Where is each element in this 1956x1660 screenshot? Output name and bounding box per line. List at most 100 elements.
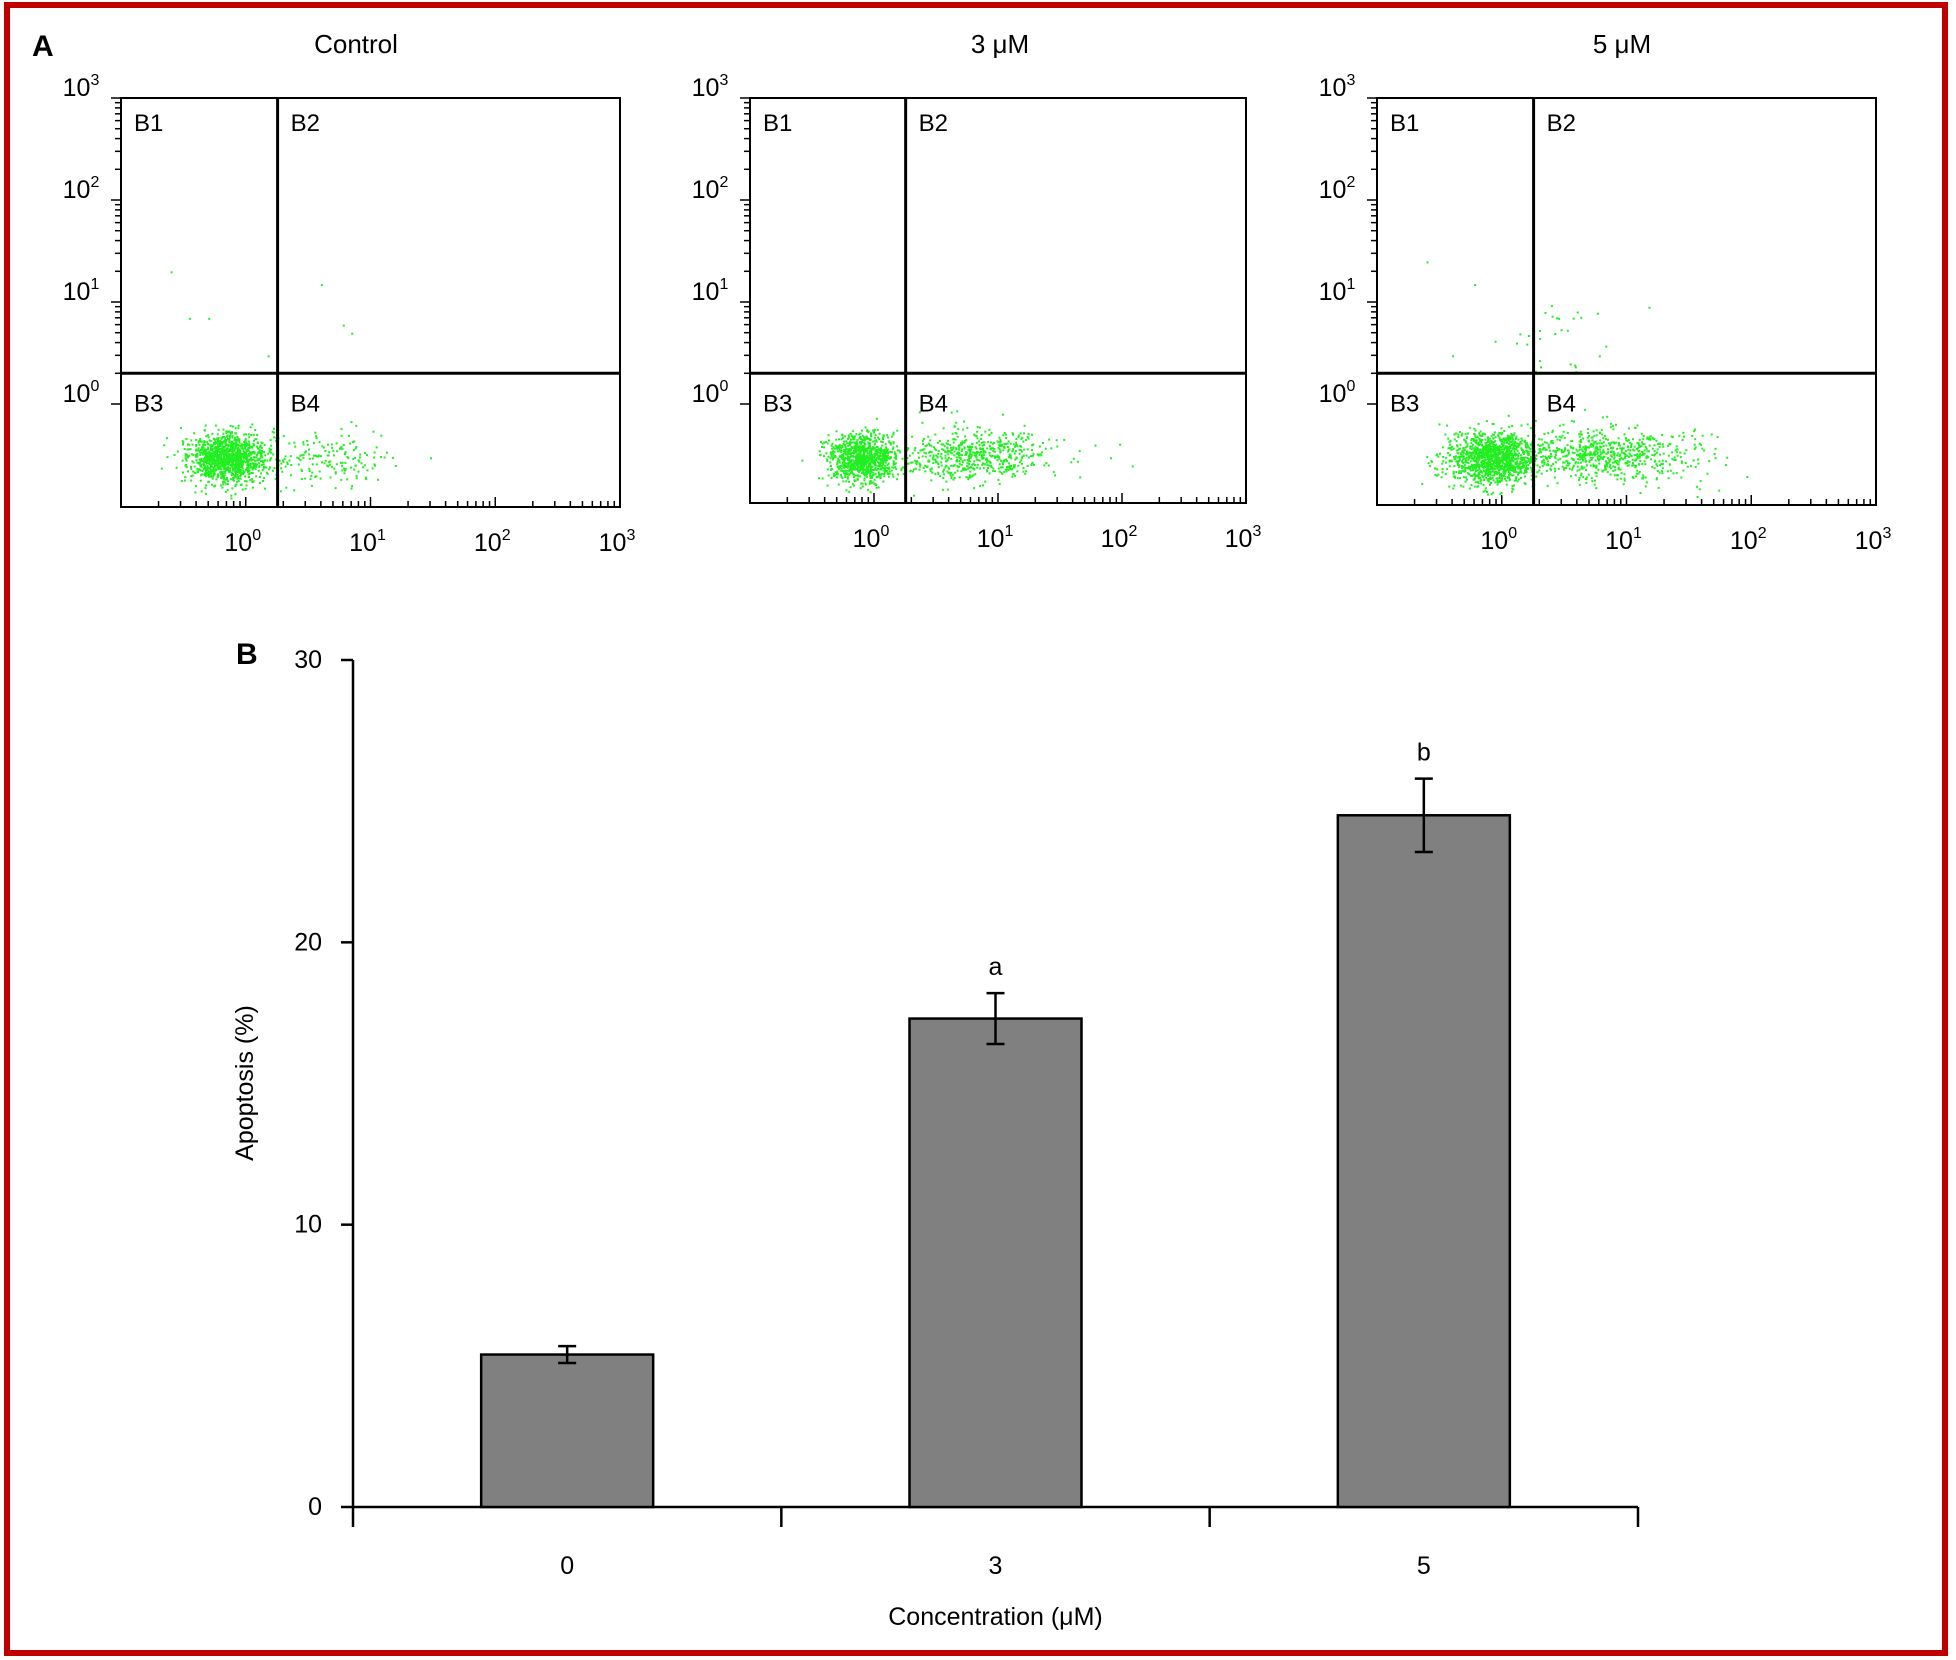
scatter-point <box>315 437 318 439</box>
scatter-point <box>1474 452 1477 455</box>
scatter-point <box>266 459 269 462</box>
scatter-point <box>940 461 943 464</box>
scatter-point <box>965 439 968 441</box>
scatter-point <box>882 449 885 452</box>
scatter-point <box>236 474 239 477</box>
scatter-point <box>222 451 225 454</box>
scatter-point <box>195 438 198 441</box>
scatter-point <box>214 445 217 448</box>
scatter-point <box>199 479 202 482</box>
scatter-point <box>1610 447 1613 449</box>
scatter-point <box>1027 432 1030 435</box>
scatter-point <box>244 445 247 448</box>
scatter-point <box>1611 461 1614 464</box>
scatter-point <box>1498 468 1501 471</box>
scatter-point <box>232 443 235 446</box>
scatter-point <box>199 449 202 451</box>
scatter-point <box>848 464 851 467</box>
scatter-point <box>988 472 991 475</box>
scatter-point <box>283 458 286 460</box>
scatter-point <box>208 471 211 474</box>
scatter-point <box>217 467 220 470</box>
scatter-point <box>256 445 258 448</box>
scatter-point <box>1461 454 1464 457</box>
scatter-point <box>1022 440 1025 443</box>
scatter-point <box>1517 471 1520 474</box>
scatter-point <box>1508 460 1511 462</box>
scatter-point <box>1007 468 1010 471</box>
scatter-point <box>362 466 365 469</box>
scatter-point <box>207 470 210 472</box>
scatter-point <box>1482 476 1485 479</box>
scatter-point <box>1504 457 1507 460</box>
scatter-point <box>848 452 851 455</box>
scatter-point <box>872 459 875 462</box>
scatter-point <box>955 432 958 435</box>
scatter-point <box>1517 443 1520 446</box>
scatter-point <box>930 451 933 454</box>
scatter-point <box>1001 472 1004 475</box>
scatter-point <box>1022 466 1025 469</box>
scatter-point <box>1675 472 1678 475</box>
scatter-point <box>971 451 974 454</box>
scatter-point <box>256 442 259 445</box>
scatter-point <box>290 464 293 466</box>
scatter-point <box>1016 470 1019 473</box>
scatter-point <box>984 458 987 461</box>
scatter-point <box>1521 456 1524 459</box>
scatter-point <box>862 469 865 472</box>
scatter-point <box>1477 469 1479 472</box>
scatter-point <box>1609 443 1612 445</box>
scatter-point <box>929 439 932 442</box>
scatter-point <box>946 449 949 452</box>
scatter-point <box>997 441 1000 444</box>
scatter-point <box>202 444 205 447</box>
scatter-point <box>971 475 973 478</box>
scatter-point <box>232 454 235 457</box>
scatter-point <box>872 456 875 459</box>
scatter-point <box>1547 432 1550 435</box>
scatter-point <box>1523 469 1526 472</box>
scatter-point <box>366 469 369 472</box>
scatter-point <box>262 466 265 468</box>
scatter-point <box>1584 450 1587 453</box>
scatter-point <box>261 456 264 459</box>
scatter-point <box>280 462 283 465</box>
scatter-point <box>214 442 217 445</box>
scatter-point <box>968 466 971 469</box>
scatter-point <box>998 456 1001 459</box>
scatter-point <box>1002 413 1004 416</box>
scatter-point <box>1547 443 1550 446</box>
scatter-point <box>888 450 891 453</box>
scatter-point <box>1524 456 1527 459</box>
scatter-point <box>1471 457 1474 460</box>
scatter-point <box>234 432 237 435</box>
scatter-point <box>821 446 823 448</box>
scatter-point <box>209 467 212 470</box>
scatter-point <box>1483 474 1486 477</box>
scatter-point <box>1590 436 1593 439</box>
scatter-point <box>843 461 845 464</box>
scatter-point <box>971 463 974 466</box>
scatter-point <box>1537 452 1540 454</box>
scatter-point <box>1474 455 1477 458</box>
scatter-point <box>1546 484 1549 487</box>
scatter-point <box>1500 479 1503 482</box>
scatter-point <box>1655 478 1658 481</box>
scatter-point <box>843 470 846 473</box>
scatter-point <box>893 451 896 454</box>
scatter-point <box>953 454 956 457</box>
scatter-point <box>190 465 192 468</box>
scatter-point <box>1007 448 1010 451</box>
scatter-point <box>855 468 858 471</box>
scatter-point <box>1454 476 1456 479</box>
scatter-point <box>976 466 979 469</box>
scatter-point <box>876 449 879 452</box>
scatter-point <box>241 447 244 450</box>
scatter-point <box>879 468 882 471</box>
scatter-point <box>942 470 945 473</box>
scatter-point <box>1453 475 1456 478</box>
scatter-point <box>1524 443 1527 446</box>
scatter-point <box>214 461 217 464</box>
scatter-point <box>891 473 894 476</box>
